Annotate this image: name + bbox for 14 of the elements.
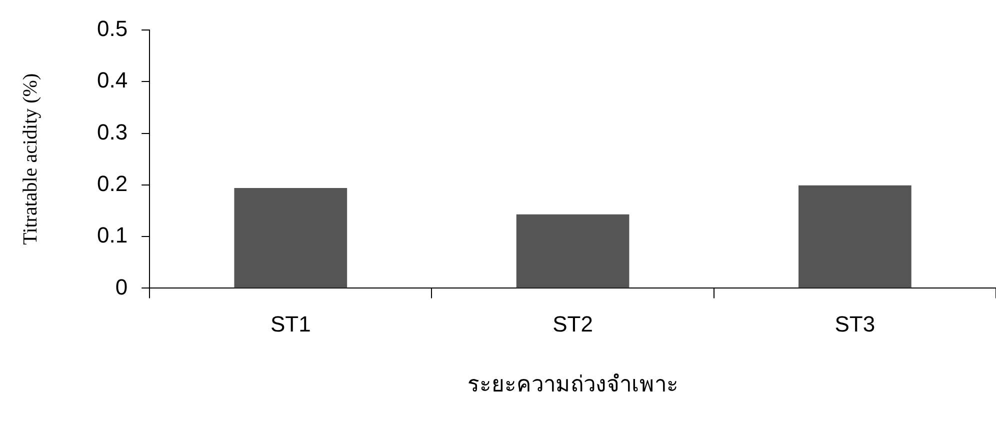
bar	[234, 188, 348, 288]
y-axis-title: Titratable acidity (%)	[19, 73, 42, 245]
y-tick-label: 0.3	[96, 119, 128, 144]
bar	[516, 214, 630, 288]
x-axis-title: ระยะความถ่วงจำเพาะ	[467, 372, 678, 397]
y-tick-label: 0.5	[96, 16, 128, 42]
x-tick-label: ST3	[834, 311, 876, 336]
x-tick-label: ST2	[552, 311, 593, 336]
y-tick-label: 0.4	[96, 68, 128, 93]
x-tick-label: ST1	[270, 311, 311, 336]
y-tick-label: 0.2	[96, 170, 128, 196]
y-tick-label: 0	[115, 274, 128, 300]
bar	[798, 185, 912, 288]
y-tick-label: 0.1	[96, 222, 128, 248]
